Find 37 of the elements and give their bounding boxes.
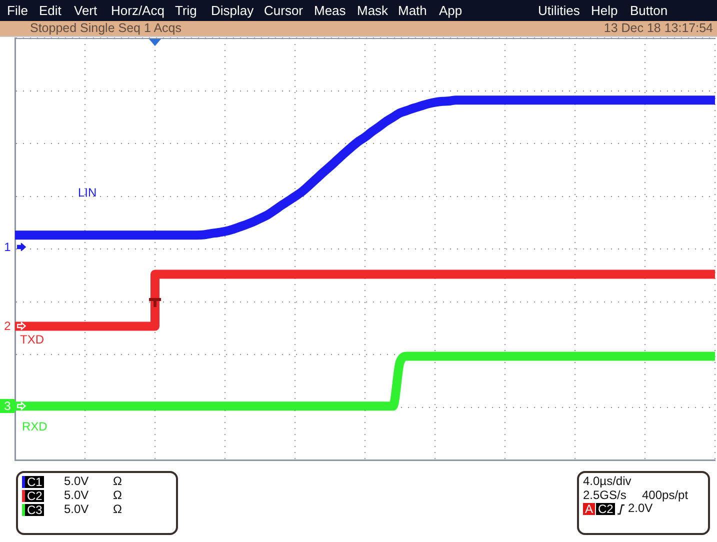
text: Meas — [314, 2, 346, 19]
text: 2 — [3, 319, 12, 333]
text: 1 — [3, 240, 12, 254]
text: C1 — [25, 475, 44, 489]
text: Vert — [74, 2, 98, 19]
text: C2 — [596, 502, 616, 516]
text: Cursor — [264, 2, 304, 19]
text: Help — [591, 2, 618, 19]
text: Display — [211, 2, 254, 19]
text: Edit — [39, 2, 62, 19]
text: 2.5GS/s — [583, 488, 626, 502]
text: Ω — [113, 474, 122, 488]
series-label: RXD — [22, 419, 48, 434]
text: 3 — [0, 399, 15, 413]
text: Ω — [113, 502, 122, 516]
text: Ω — [113, 488, 122, 502]
text: 5.0V — [64, 474, 89, 488]
series-label: TXD — [20, 332, 44, 347]
text: Utilities — [538, 2, 580, 19]
text: C2 — [25, 489, 44, 503]
text: Horz/Acq — [111, 2, 164, 19]
text: 400ps/pt — [642, 488, 688, 502]
text: App — [439, 2, 462, 19]
text: File — [7, 2, 28, 19]
text: C3 — [25, 503, 44, 517]
text: LIN — [78, 185, 97, 200]
text: Button — [630, 2, 668, 19]
text: 5.0V — [64, 502, 89, 516]
text: Stopped Single Seq 1 Acqs — [30, 21, 182, 36]
text: 13 Dec 18 13:17:54 — [604, 21, 713, 36]
text: 5.0V — [64, 488, 89, 502]
text: Math — [398, 2, 427, 19]
text: Trig — [175, 2, 197, 19]
text: A — [583, 502, 596, 516]
text: Mask — [357, 2, 388, 19]
text: 4.0µs/div — [583, 474, 632, 488]
text: 2.0V — [628, 501, 653, 515]
